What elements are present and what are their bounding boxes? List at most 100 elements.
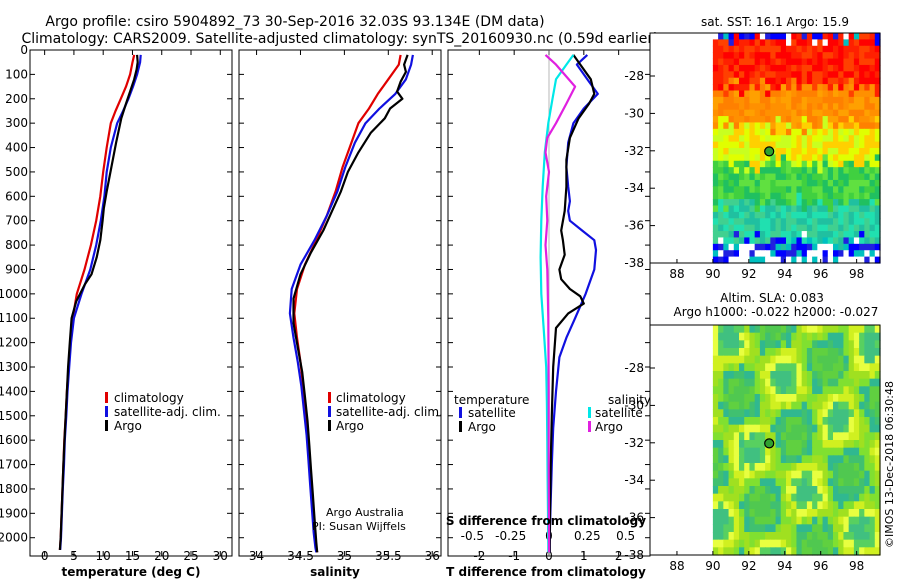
map-cell [822,33,829,40]
map-cell [759,432,766,441]
map-cell [822,179,829,187]
map-cell [822,103,829,111]
map-cell [833,539,839,548]
map-cell [796,470,803,479]
map-cell [833,122,839,130]
map-cell [848,109,855,117]
y-tick-label: 1000 [0,287,28,301]
map-cell [749,256,756,264]
map-cell [780,524,787,533]
map-cell [806,250,813,258]
map-cell [749,432,756,441]
map-cell [791,501,798,510]
map-cell [718,122,724,130]
map-cell [874,148,881,155]
map-cell [765,116,771,124]
map-cell [833,179,839,187]
map-cell [859,539,865,548]
map-cell [759,237,766,245]
map-cell [874,84,881,92]
map-cell [775,440,782,449]
map-cell [765,371,771,380]
map-cell [822,109,829,117]
map-cell [749,378,756,387]
map-cell [848,409,855,418]
sla-map-title-2: Argo h1000: -0.022 h2000: -0.027 [674,305,879,319]
map-cell [853,432,860,441]
map-cell [822,84,829,92]
legend-swatch-satellite-adj [328,406,331,417]
map-cell [749,205,756,213]
map-cell [718,154,724,162]
map-cell [775,52,782,60]
map-cell [775,135,782,143]
map-cell [874,122,881,130]
map-cell [739,192,745,200]
temperature-chart: 0100200300400500600700800900100011001200… [0,43,232,563]
map-cell [786,84,792,92]
map-cell [874,179,881,187]
map-cell [780,141,787,149]
map-cell [744,348,751,357]
map-cell [806,186,813,194]
map-cell [853,199,860,207]
map-cell [739,401,745,410]
map-cell [796,122,803,130]
map-cell [874,109,881,117]
map-cell [833,470,839,479]
map-cell [775,501,782,510]
map-cell [796,394,803,403]
map-cell [765,325,771,334]
map-cell [853,417,860,426]
map-cell [864,148,871,155]
map-cell [786,211,792,219]
map-cell [801,539,808,548]
map-cell [843,547,850,556]
map-cell [859,547,865,556]
map-cell [838,128,845,136]
map-cell [754,33,761,40]
map-cell [812,237,818,245]
map-cell [728,58,735,66]
map-cell [780,148,787,155]
map-cell [749,463,756,472]
map-cell [853,470,860,479]
map-cell [848,167,855,175]
map-cell [806,71,813,79]
map-cell [796,39,803,47]
map-cell [723,547,730,556]
map-cell [718,103,724,111]
map-cell [874,58,881,66]
map-cell [712,167,719,175]
map-cell [838,243,845,251]
map-cell [812,199,818,207]
map-cell [754,532,761,541]
map-cell [869,332,876,341]
map-cell [739,77,745,85]
map-cell [822,199,829,207]
map-cell [749,179,756,187]
map-cell [749,401,756,410]
map-cell [812,401,818,410]
map-cell [827,432,834,441]
map-cell [791,45,798,53]
map-cell [718,186,724,194]
map-cell [754,179,761,187]
map-cell [780,64,787,72]
map-cell [739,96,745,104]
map-cell [791,96,798,104]
map-cell [843,424,850,433]
map-cell [712,394,719,403]
map-cell [843,440,850,449]
map-cell [718,52,724,60]
map-cell [843,39,850,47]
map-cell [817,463,824,472]
map-cell [744,493,751,502]
map-cell [759,509,766,518]
map-cell [874,440,881,449]
map-cell [739,160,745,168]
map-cell [827,539,834,548]
map-cell [806,116,813,124]
map-cell [775,432,782,441]
map-cell [827,447,834,456]
